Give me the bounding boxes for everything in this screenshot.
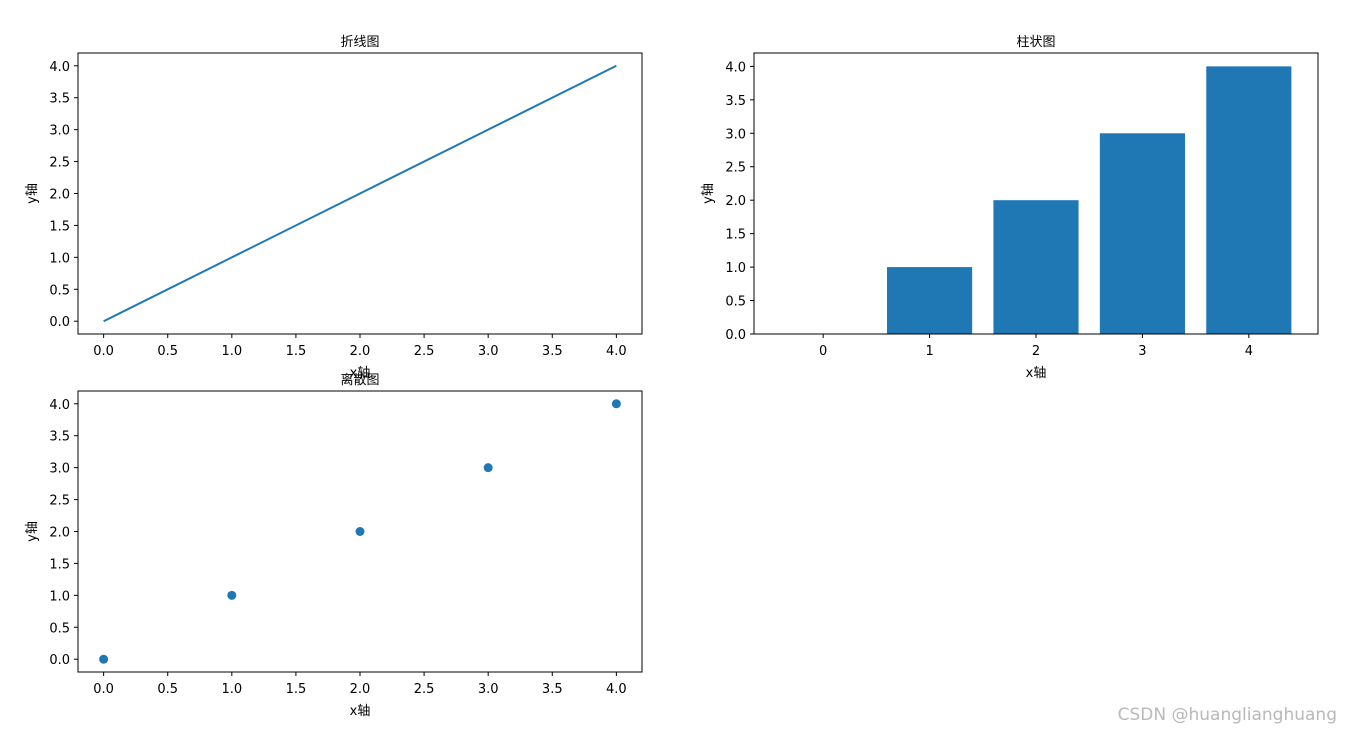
subplot-line: 0.0 0.5 1.0 1.5 2.0 2.5 3.0 3.5 4.0 0.0 0.5 1.0 1.5 2… [25, 35, 643, 381]
y-tick-label: 1.0 [49, 589, 70, 604]
x-tick-label: 3.0 [478, 682, 499, 697]
y-tick-label: 1.5 [49, 557, 70, 572]
x-tick-label: 1.0 [221, 344, 242, 359]
y-tick-label: 3.5 [725, 94, 746, 109]
y-tick-label: 2.0 [49, 188, 70, 203]
y-tick-label: 4.0 [725, 60, 746, 75]
y-tick-label: 4.0 [49, 398, 70, 413]
watermark: CSDN @huanglianghuang [1117, 705, 1337, 725]
x-tick-label: 2.5 [414, 344, 435, 359]
x-tick-label: 0.0 [93, 344, 114, 359]
x-tick-label: 0 [819, 344, 827, 359]
y-tick-label: 1.5 [49, 219, 70, 234]
x-tick-label: 2 [1032, 344, 1040, 359]
y-tick-label: 3.0 [49, 124, 70, 139]
scatter-point [611, 399, 621, 409]
y-tick-label: 0.5 [49, 283, 70, 298]
line-series [103, 64, 617, 323]
bar [887, 267, 973, 334]
y-tick-label: 0.5 [725, 295, 746, 310]
x-tick-label: 2.0 [350, 682, 371, 697]
y-tick-label: 3.5 [49, 92, 70, 107]
y-tick-label: 0.0 [49, 653, 70, 668]
x-tick-label: 4.0 [606, 344, 627, 359]
scatter-point [99, 654, 109, 664]
x-tick-label: 0.5 [157, 682, 178, 697]
y-tick-label: 2.0 [49, 526, 70, 541]
y-axis-label: y轴 [25, 521, 40, 542]
scatter-point [483, 463, 493, 473]
y-tick-label: 3.5 [49, 430, 70, 445]
x-tick-label: 2.5 [414, 682, 435, 697]
bar [993, 200, 1079, 334]
scatter-point [227, 590, 237, 600]
y-tick-label: 3.0 [725, 127, 746, 142]
y-tick-label: 1.0 [49, 251, 70, 266]
x-axis-label: x轴 [350, 366, 371, 381]
y-axis-label: y轴 [701, 183, 716, 204]
y-tick-label: 1.5 [725, 228, 746, 243]
chart-title: 柱状图 [1016, 35, 1055, 50]
y-tick-label: 0.0 [725, 328, 746, 343]
y-tick-label: 2.5 [725, 161, 746, 176]
y-tick-label: 4.0 [49, 60, 70, 75]
x-axis-label: x轴 [350, 704, 371, 719]
x-tick-label: 3.0 [478, 344, 499, 359]
x-tick-label: 0.0 [93, 682, 114, 697]
y-tick-label: 2.5 [49, 494, 70, 509]
x-tick-label: 2.0 [350, 344, 371, 359]
x-tick-label: 1 [925, 344, 933, 359]
y-tick-label: 0.5 [49, 621, 70, 636]
y-tick-label: 2.0 [725, 194, 746, 209]
y-tick-label: 1.0 [725, 261, 746, 276]
chart-title: 离散图 [340, 372, 379, 388]
chart-title: 折线图 [340, 35, 379, 50]
x-tick-label: 3.5 [542, 344, 563, 359]
y-tick-label: 3.0 [49, 462, 70, 477]
x-axis-label: x轴 [1026, 366, 1047, 381]
subplot-bar: 0 1 2 3 4 0.0 0.5 1.0 1.5 2.0 2.5 3.0 3.5 4.0 柱状图 x轴 y轴 [701, 35, 1319, 381]
y-tick-label: 0.0 [49, 315, 70, 330]
bar [1206, 66, 1292, 334]
x-tick-label: 3.5 [542, 682, 563, 697]
scatter-point [355, 527, 365, 536]
x-tick-label: 4.0 [606, 682, 627, 697]
y-tick-label: 2.5 [49, 156, 70, 171]
subplot-scatter: 0.0 0.5 1.0 1.5 2.0 2.5 3.0 3.5 4.0 0.0 0.5 1.0 1.5 2… [25, 372, 643, 719]
x-tick-label: 1.5 [286, 344, 307, 359]
x-tick-label: 3 [1138, 344, 1146, 359]
x-tick-label: 0.5 [157, 344, 178, 359]
x-tick-label: 1.5 [286, 682, 307, 697]
bar [1099, 133, 1185, 334]
x-tick-label: 4 [1245, 344, 1253, 359]
x-tick-label: 1.0 [221, 682, 242, 697]
y-axis-label: y轴 [25, 183, 40, 204]
